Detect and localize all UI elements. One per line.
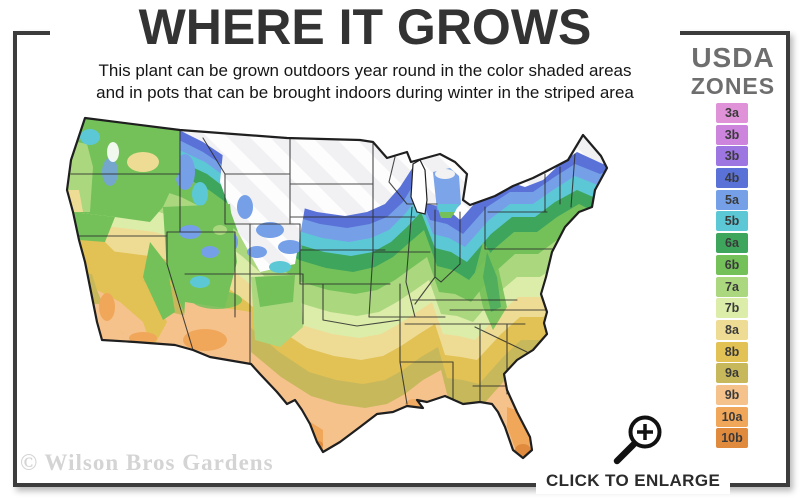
legend-title: USDA ZONES bbox=[683, 44, 783, 98]
lake-michigan bbox=[410, 159, 428, 215]
page-title: WHERE IT GROWS bbox=[138, 0, 592, 55]
zone-chip: 8a bbox=[716, 319, 748, 340]
zone-chip: 10b bbox=[716, 428, 748, 449]
us-zone-map-svg bbox=[65, 116, 609, 460]
sierra-green bbox=[143, 242, 175, 320]
pnw-green bbox=[67, 118, 180, 222]
zone-chip: 10a bbox=[716, 406, 748, 427]
state-borders bbox=[67, 129, 576, 405]
legend-title-usda: USDA bbox=[691, 42, 775, 73]
florida-orange bbox=[507, 407, 532, 454]
subtitle: This plant can be grown outdoors year ro… bbox=[56, 60, 674, 105]
zone-list: 3a 3b 3b 4b 5a 5b 6a 6b 7a 7b 8a 8b 9a 9b 10a 10b bbox=[716, 103, 748, 449]
michigan-mitten bbox=[433, 168, 461, 212]
zone-chip: 3b bbox=[716, 146, 748, 167]
zone-chip: 3b bbox=[716, 124, 748, 145]
zone-chip: 4b bbox=[716, 168, 748, 189]
zone-chip: 9a bbox=[716, 363, 748, 384]
zone-chip: 6b bbox=[716, 254, 748, 275]
click-to-enlarge-button[interactable]: CLICK TO ENLARGE bbox=[536, 469, 731, 494]
zone-chip: 7b bbox=[716, 298, 748, 319]
zone-chip: 5b bbox=[716, 211, 748, 232]
zone-chip: 5a bbox=[716, 189, 748, 210]
zone-chip: 8b bbox=[716, 341, 748, 362]
us-outline bbox=[65, 116, 609, 460]
subtitle-line-2: and in pots that can be brought indoors … bbox=[96, 83, 634, 103]
zone-chip: 6a bbox=[716, 233, 748, 254]
watermark: © Wilson Bros Gardens bbox=[20, 450, 274, 475]
magnifier-plus-icon[interactable] bbox=[610, 412, 668, 468]
usda-zone-map[interactable] bbox=[55, 112, 625, 462]
legend-title-zones: ZONES bbox=[690, 73, 776, 99]
california-gold bbox=[79, 237, 167, 344]
zone-chip: 9b bbox=[716, 384, 748, 405]
zone-chip: 7a bbox=[716, 276, 748, 297]
zone-chip: 3a bbox=[716, 103, 748, 123]
header: WHERE IT GROWS This plant can be grown o… bbox=[50, 0, 680, 109]
subtitle-line-1: This plant can be grown outdoors year ro… bbox=[98, 61, 632, 80]
